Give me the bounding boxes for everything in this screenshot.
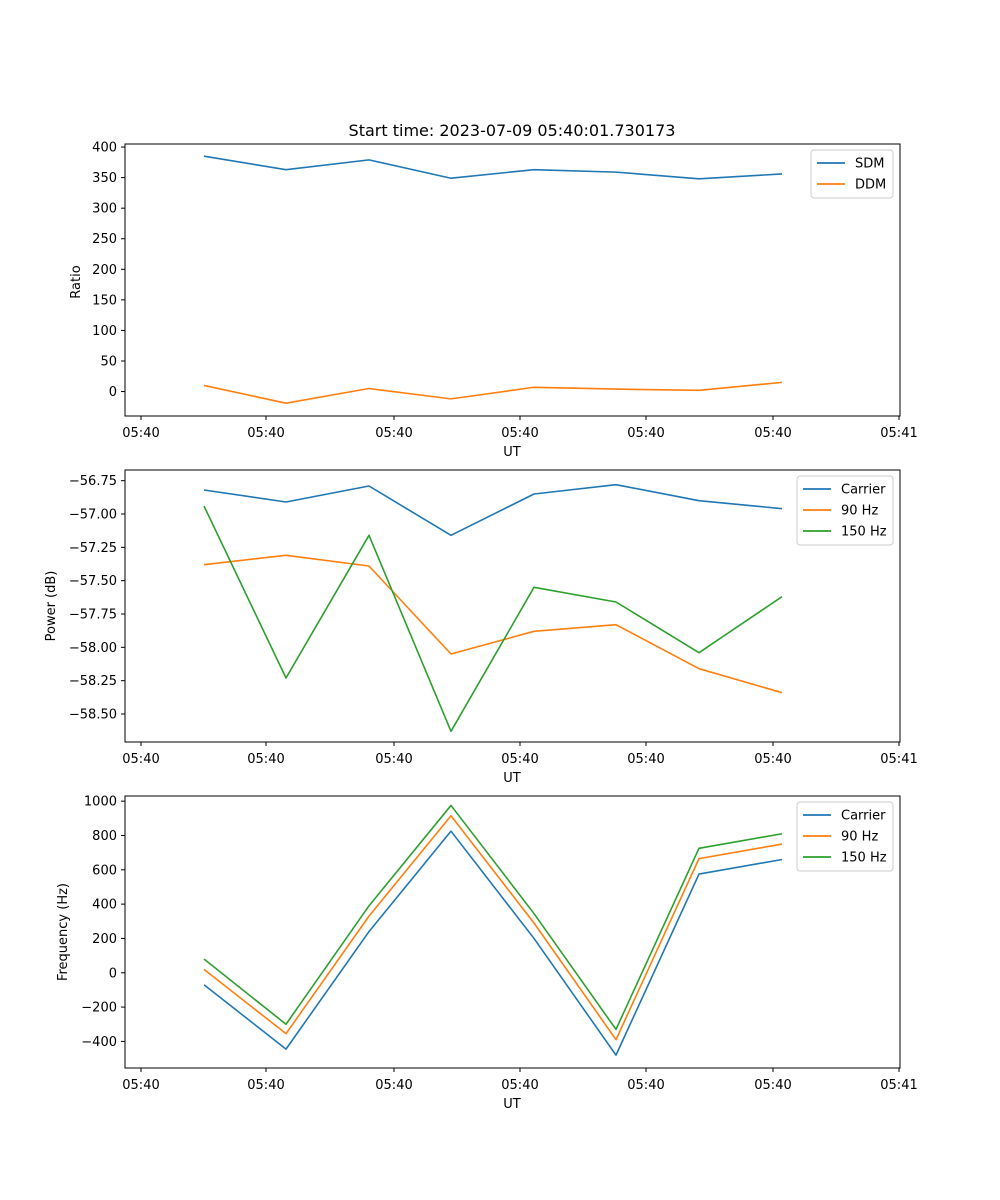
x-tick-label: 05:40 [627,426,664,441]
y-axis-label: Power (dB) [44,571,59,642]
x-tick-label: 05:40 [627,752,664,767]
legend: Carrier 90 Hz 150 Hz [796,475,894,546]
x-tick-label: 05:40 [247,1078,284,1093]
chart-title: Start time: 2023-07-09 05:40:01.730173 [349,121,676,140]
y-tick-label: −57.25 [69,541,117,556]
x-tick-label: 05:40 [754,752,791,767]
x-tick-label: 05:40 [754,426,791,441]
y-tick-label: −57.75 [69,608,117,623]
y-tick-label: 350 [92,171,117,186]
y-axis-label: Ratio [69,265,84,298]
y-tick-label: −58.50 [69,708,117,723]
y-tick-label: −57.00 [69,508,117,523]
x-tick-label: 05:40 [122,1078,159,1093]
series-line [203,483,783,537]
x-tick-label: 05:40 [375,752,412,767]
legend-entry: SDM [855,157,884,172]
x-tick-label: 05:40 [247,426,284,441]
y-tick-label: 250 [92,232,117,247]
legend-entry: 150 Hz [841,525,887,540]
y-tick-label: −400 [81,1035,117,1050]
axes-frame [124,469,901,743]
y-tick-label: 400 [92,898,117,913]
y-axis-label: Frequency (Hz) [56,883,71,981]
y-tick-label: −58.25 [69,674,117,689]
legend-frame [796,475,894,546]
series-line [203,804,783,1031]
series-line [203,814,783,1041]
y-tick-label: 0 [109,966,117,981]
legend: Carrier 90 Hz 150 Hz [796,801,894,872]
x-tick-label: 05:41 [880,1078,917,1093]
x-axis-label: UT [503,1097,521,1112]
series-line [203,381,783,404]
y-tick-label: 800 [92,829,117,844]
x-tick-label: 05:40 [122,752,159,767]
x-tick-label: 05:40 [122,426,159,441]
legend-frame [810,149,894,199]
legend-frame [796,801,894,872]
x-axis-label: UT [503,445,521,460]
series-line [203,505,783,733]
x-tick-label: 05:40 [754,1078,791,1093]
y-tick-label: 0 [109,385,117,400]
legend-entry: 90 Hz [841,504,878,519]
y-tick-label: 300 [92,202,117,217]
axes-frame [124,795,901,1069]
legend-entry: 150 Hz [841,851,887,866]
y-tick-label: 400 [92,141,117,156]
x-tick-label: 05:40 [501,1078,538,1093]
x-tick-label: 05:40 [627,1078,664,1093]
y-tick-label: 1000 [84,795,117,810]
y-tick-label: −57.50 [69,574,117,589]
y-tick-label: −56.75 [69,474,117,489]
subplot-power: Power (dB) UT −58.50 −58.25 −58.00 −57.75 −5… [44,469,918,786]
series-line [203,830,783,1056]
x-tick-label: 05:41 [880,752,917,767]
y-tick-label: 50 [100,354,117,369]
axes-frame [124,143,901,417]
y-tick-label: 100 [92,324,117,339]
legend: SDM DDM [810,149,894,199]
y-tick-label: −58.00 [69,641,117,656]
x-tick-label: 05:40 [247,752,284,767]
legend-entry: Carrier [841,483,886,498]
subplot-frequency: Frequency (Hz) UT −400 −200 0 200 400 600 800 1… [56,795,918,1112]
x-tick-label: 05:40 [375,426,412,441]
y-tick-label: 600 [92,863,117,878]
x-tick-label: 05:40 [501,752,538,767]
y-tick-label: 200 [92,932,117,947]
series-line [203,554,783,694]
x-tick-label: 05:40 [375,1078,412,1093]
subplot-ratio: Start time: 2023-07-09 05:40:01.730173 R… [69,121,918,460]
y-tick-label: −200 [81,1001,117,1016]
legend-entry: Carrier [841,809,886,824]
x-axis-label: UT [503,771,521,786]
legend-entry: 90 Hz [841,830,878,845]
x-tick-label: 05:40 [501,426,538,441]
series-line [203,155,783,180]
y-tick-label: 150 [92,293,117,308]
x-tick-label: 05:41 [880,426,917,441]
legend-entry: DDM [855,178,886,193]
y-tick-label: 200 [92,263,117,278]
